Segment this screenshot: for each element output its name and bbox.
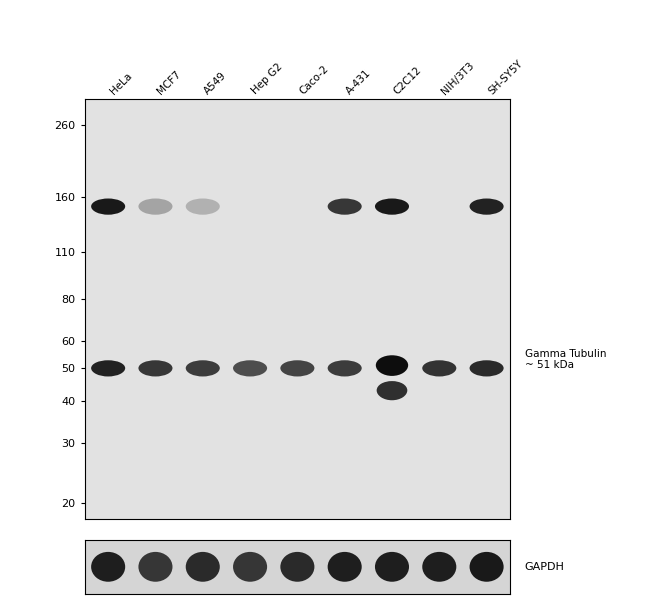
Ellipse shape: [186, 552, 220, 582]
Ellipse shape: [233, 552, 267, 582]
Ellipse shape: [469, 360, 504, 376]
Ellipse shape: [280, 360, 315, 376]
Ellipse shape: [469, 198, 504, 215]
Ellipse shape: [186, 198, 220, 215]
Text: Caco-2: Caco-2: [298, 63, 330, 96]
Ellipse shape: [328, 360, 361, 376]
Ellipse shape: [91, 552, 125, 582]
Text: Hep G2: Hep G2: [250, 62, 285, 96]
Ellipse shape: [138, 360, 172, 376]
Text: Gamma Tubulin
~ 51 kDa: Gamma Tubulin ~ 51 kDa: [525, 349, 606, 370]
Ellipse shape: [91, 198, 125, 215]
Text: GAPDH: GAPDH: [525, 562, 564, 572]
Ellipse shape: [422, 552, 456, 582]
Text: HeLa: HeLa: [108, 71, 134, 96]
Ellipse shape: [328, 198, 361, 215]
Text: C2C12: C2C12: [392, 65, 424, 96]
Ellipse shape: [376, 381, 408, 400]
Text: MCF7: MCF7: [155, 69, 183, 96]
Ellipse shape: [138, 198, 172, 215]
Text: A-431: A-431: [344, 68, 373, 96]
Ellipse shape: [375, 552, 409, 582]
Ellipse shape: [375, 198, 409, 215]
Ellipse shape: [91, 360, 125, 376]
Text: NIH/3T3: NIH/3T3: [439, 60, 476, 96]
Ellipse shape: [233, 360, 267, 376]
Text: A549: A549: [203, 71, 229, 96]
Ellipse shape: [186, 360, 220, 376]
Text: SH-SY5Y: SH-SY5Y: [487, 58, 525, 96]
Ellipse shape: [328, 552, 361, 582]
Ellipse shape: [422, 360, 456, 376]
Ellipse shape: [280, 552, 315, 582]
Ellipse shape: [376, 355, 408, 376]
Ellipse shape: [469, 552, 504, 582]
Ellipse shape: [138, 552, 172, 582]
